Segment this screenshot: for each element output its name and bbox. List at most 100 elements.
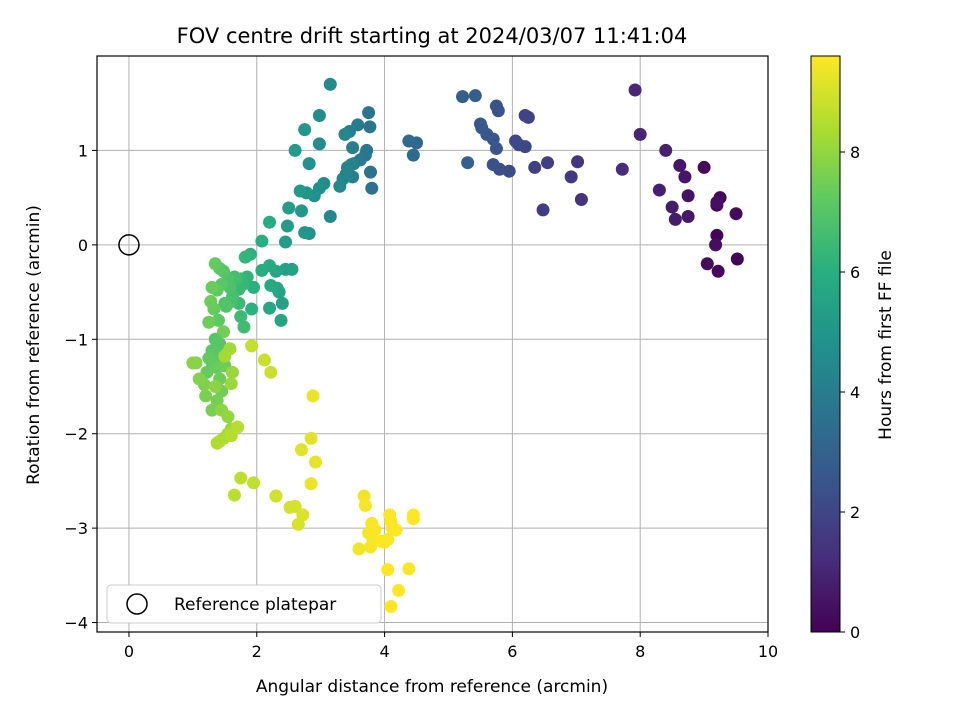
data-point <box>227 488 241 502</box>
grid-lines <box>97 56 769 632</box>
data-point <box>364 165 378 179</box>
data-point <box>218 349 232 363</box>
data-point <box>673 159 687 173</box>
data-point <box>659 143 673 157</box>
x-tick-label: 4 <box>379 642 389 661</box>
data-point <box>192 372 206 386</box>
data-point <box>352 542 366 556</box>
data-point <box>217 325 231 339</box>
data-point <box>234 471 248 485</box>
y-tick-label: −1 <box>64 330 88 349</box>
data-point <box>247 280 261 294</box>
y-axis-label: Rotation from reference (arcmin) <box>24 205 44 485</box>
data-point <box>288 499 302 513</box>
plot-frame <box>96 55 769 633</box>
data-point <box>275 296 289 310</box>
data-point <box>681 189 695 203</box>
colorbar-tick-label: 8 <box>850 143 860 162</box>
data-point <box>199 389 213 403</box>
data-point <box>384 600 398 614</box>
data-point <box>269 489 283 503</box>
x-axis-label: Angular distance from reference (arcmin) <box>256 677 608 697</box>
y-axis-ticks: −4 −3 −2 −1 0 1 <box>64 141 97 633</box>
data-point <box>665 200 679 214</box>
data-point <box>221 410 235 424</box>
y-tick-label: −3 <box>64 519 88 538</box>
data-point <box>541 156 555 170</box>
data-point <box>346 141 360 155</box>
y-tick-label: 1 <box>78 141 88 160</box>
colorbar-tick-label: 4 <box>850 383 860 402</box>
data-point <box>381 563 395 577</box>
data-point <box>389 523 403 537</box>
data-point <box>274 313 288 327</box>
data-point <box>234 310 248 324</box>
data-point <box>263 301 277 315</box>
data-point <box>225 365 239 379</box>
data-point <box>338 127 352 141</box>
data-point <box>298 123 312 137</box>
data-point <box>509 134 523 148</box>
x-tick-label: 0 <box>124 642 134 661</box>
data-point <box>237 320 251 334</box>
data-point <box>374 534 388 548</box>
data-point <box>285 262 299 276</box>
data-point <box>456 90 470 104</box>
data-point <box>280 219 294 233</box>
data-point <box>571 155 585 169</box>
y-tick-label: −2 <box>64 425 88 444</box>
data-point <box>700 257 714 271</box>
data-point <box>323 210 337 224</box>
data-point <box>461 156 475 170</box>
data-point <box>205 280 219 294</box>
colorbar-tick-label: 6 <box>850 263 860 282</box>
data-point <box>247 476 261 490</box>
data-point <box>296 508 310 522</box>
legend-entry-reference: Reference platepar <box>174 595 336 615</box>
colorbar-label: Hours from first FF file <box>876 250 896 440</box>
data-point <box>294 204 308 218</box>
data-point <box>264 278 278 292</box>
x-tick-label: 8 <box>635 642 645 661</box>
legend: Reference platepar <box>106 584 382 624</box>
data-point <box>406 508 420 522</box>
data-point <box>402 562 416 576</box>
data-point <box>402 134 416 148</box>
data-point <box>368 523 382 537</box>
data-point <box>536 203 550 217</box>
data-point <box>306 389 320 403</box>
data-point <box>628 83 642 97</box>
data-point <box>711 264 725 278</box>
reference-platepar-marker <box>118 234 140 256</box>
data-point <box>257 353 271 367</box>
data-point <box>358 498 372 512</box>
data-point <box>204 295 218 309</box>
colorbar-tick-label: 0 <box>850 623 860 642</box>
data-point <box>363 120 377 134</box>
data-point <box>475 121 489 135</box>
data-point <box>312 108 326 122</box>
data-point <box>392 583 406 597</box>
data-point <box>729 207 743 221</box>
data-point <box>288 143 302 157</box>
data-point <box>564 170 578 184</box>
data-point <box>304 477 318 491</box>
data-point <box>574 193 588 207</box>
data-point <box>186 356 200 370</box>
data-point <box>279 235 293 249</box>
data-point <box>302 157 316 171</box>
y-tick-label: −4 <box>64 614 88 633</box>
data-point <box>615 162 629 176</box>
data-point <box>652 183 666 197</box>
data-point <box>208 257 222 271</box>
data-point <box>245 339 259 353</box>
data-point <box>709 238 723 252</box>
data-point <box>202 315 216 329</box>
x-tick-label: 6 <box>507 642 517 661</box>
colorbar-tick-label: 2 <box>850 503 860 522</box>
data-point <box>298 226 312 240</box>
data-point <box>489 99 503 113</box>
data-point <box>255 263 269 277</box>
data-point <box>208 332 222 346</box>
